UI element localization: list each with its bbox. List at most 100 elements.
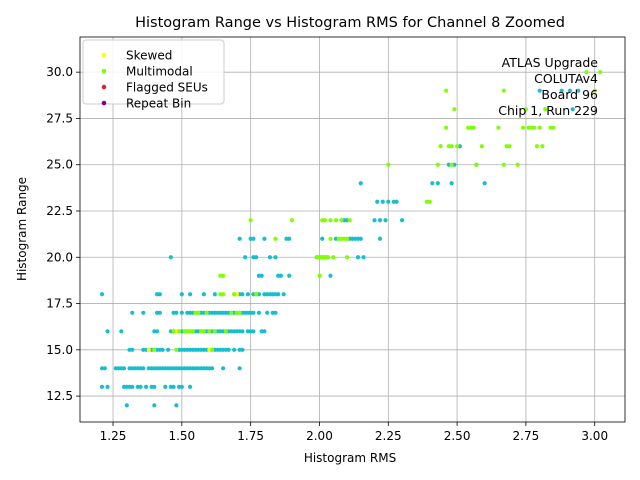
- data-point: [281, 292, 286, 297]
- data-point: [262, 236, 267, 241]
- data-point: [380, 199, 385, 204]
- data-point: [339, 218, 344, 223]
- data-point: [201, 292, 206, 297]
- data-point: [130, 347, 135, 352]
- data-point: [179, 292, 184, 297]
- data-point: [138, 384, 143, 389]
- data-point: [237, 366, 242, 371]
- data-point: [152, 347, 157, 352]
- data-point: [152, 384, 157, 389]
- data-point: [551, 125, 556, 130]
- data-point: [99, 292, 105, 297]
- data-point: [251, 236, 256, 241]
- data-point: [154, 329, 160, 334]
- x-tick-label: 2.25: [375, 429, 402, 443]
- data-point: [212, 329, 217, 334]
- annotation-line: Board 96: [541, 87, 598, 102]
- data-point: [237, 310, 242, 315]
- data-point: [141, 366, 146, 371]
- data-point: [438, 144, 443, 149]
- data-point: [210, 347, 215, 352]
- data-point: [471, 125, 476, 130]
- x-axis-title: Histogram RMS: [304, 451, 396, 465]
- data-point: [443, 88, 449, 93]
- plot-frame: [79, 36, 626, 423]
- x-tick-label: 1.25: [100, 429, 127, 443]
- data-point: [176, 329, 182, 334]
- data-point: [540, 144, 545, 149]
- data-point: [157, 292, 162, 297]
- data-point: [537, 88, 542, 93]
- legend-marker: [101, 100, 107, 106]
- legend-label: Multimodal: [126, 65, 193, 79]
- data-point: [449, 162, 454, 167]
- data-point: [361, 255, 366, 260]
- data-point: [99, 384, 105, 389]
- data-point: [141, 310, 146, 315]
- data-point: [474, 162, 479, 167]
- data-point: [152, 403, 157, 408]
- data-point: [383, 218, 388, 223]
- data-point: [143, 384, 149, 389]
- y-tick-label: 20.0: [46, 250, 73, 264]
- data-point: [584, 70, 589, 75]
- data-point: [435, 181, 440, 186]
- annotation-line: ATLAS Upgrade: [502, 55, 599, 70]
- data-point: [232, 347, 237, 352]
- data-point: [537, 125, 542, 130]
- data-point: [171, 329, 176, 334]
- data-point: [331, 255, 336, 260]
- data-point: [254, 255, 259, 260]
- grid-lines: [80, 37, 625, 422]
- data-point: [165, 347, 171, 352]
- data-point: [559, 88, 564, 93]
- data-point: [221, 292, 226, 297]
- legend-label: Skewed: [126, 49, 172, 63]
- data-point: [210, 366, 215, 371]
- data-point: [160, 347, 165, 352]
- data-point: [119, 329, 124, 334]
- data-point: [449, 181, 454, 186]
- data-point: [226, 347, 231, 352]
- data-point: [592, 88, 597, 93]
- data-point: [377, 236, 383, 241]
- data-point: [377, 218, 383, 223]
- data-point: [276, 292, 281, 297]
- data-point: [507, 144, 512, 149]
- data-point: [259, 273, 264, 278]
- data-point: [289, 218, 295, 223]
- data-point: [171, 384, 176, 389]
- data-point: [333, 218, 339, 223]
- data-point: [168, 255, 173, 260]
- y-tick-label: 12.5: [46, 389, 73, 403]
- data-point: [523, 107, 529, 112]
- data-point: [232, 292, 237, 297]
- data-point: [174, 310, 179, 315]
- data-point: [521, 125, 526, 130]
- data-point: [287, 236, 292, 241]
- data-point: [454, 144, 460, 149]
- annotation-line: COLUTAv4: [534, 71, 598, 86]
- data-point: [322, 218, 328, 223]
- data-point: [102, 366, 107, 371]
- annotation-line: Chip 1, Run 229: [498, 103, 598, 118]
- legend: Skewed Multimodal Flagged SEUs Repeat Bin: [82, 39, 225, 111]
- data-point: [355, 255, 361, 260]
- data-point: [229, 310, 234, 315]
- data-point: [427, 199, 432, 204]
- data-point: [105, 384, 110, 389]
- data-point: [570, 107, 575, 112]
- data-point: [204, 310, 209, 315]
- data-point: [347, 218, 352, 223]
- data-point: [358, 181, 363, 186]
- data-point: [190, 329, 195, 334]
- data-point: [501, 88, 506, 93]
- data-point: [245, 292, 251, 297]
- data-point: [223, 329, 228, 334]
- data-point: [121, 366, 127, 371]
- data-point: [273, 255, 278, 260]
- data-point: [435, 162, 440, 167]
- legend-box: [82, 39, 225, 105]
